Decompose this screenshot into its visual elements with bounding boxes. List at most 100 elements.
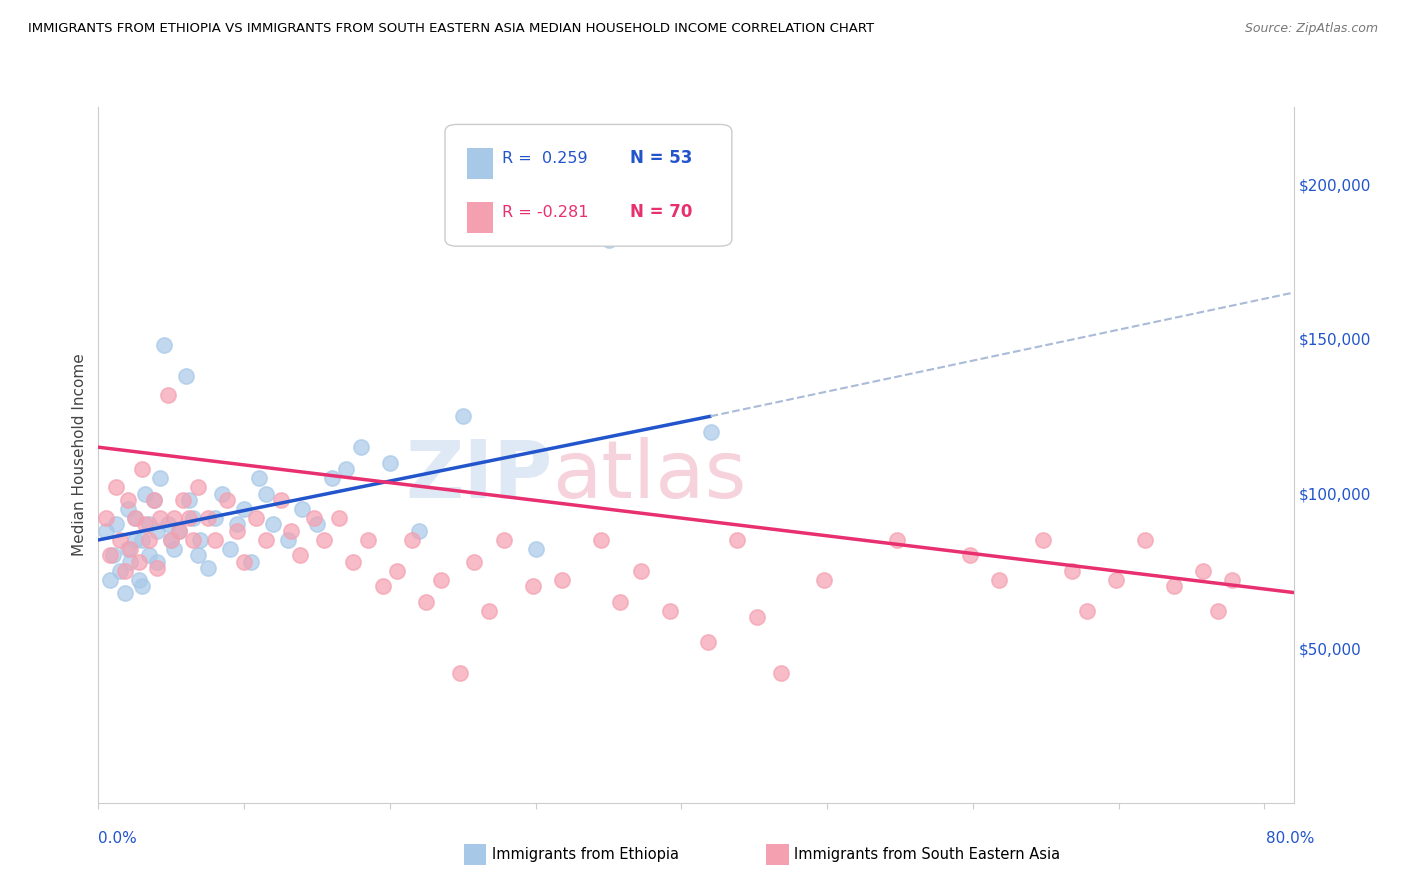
Point [153,338,176,352]
Point [134,517,156,532]
Point [117,492,139,507]
Point [1032,533,1054,547]
FancyBboxPatch shape [444,124,733,246]
Point [163,542,186,557]
Point [658,604,681,618]
Point [335,462,357,476]
Point [197,511,219,525]
Text: Source: ZipAtlas.com: Source: ZipAtlas.com [1244,22,1378,36]
Point [131,533,153,547]
Point [157,387,180,401]
Text: 0.0%: 0.0% [98,831,138,846]
Point [1133,533,1156,547]
Point [725,533,748,547]
Point [117,542,139,557]
Point [131,579,153,593]
Point [233,502,256,516]
Point [1163,579,1185,593]
Point [314,533,336,547]
Point [463,555,485,569]
Point [696,635,718,649]
Point [120,555,142,569]
Point [430,573,453,587]
Point [551,573,574,587]
Point [218,542,240,557]
Point [124,511,146,525]
Point [415,595,437,609]
Point [591,533,613,547]
Point [959,549,981,563]
Point [598,233,620,247]
Point [1105,573,1128,587]
Point [145,561,167,575]
Text: ZIP: ZIP [405,437,553,515]
Point [291,502,314,516]
Point [138,533,160,547]
Text: atlas: atlas [553,437,747,515]
Point [124,533,146,547]
Point [98,573,121,587]
Point [1076,604,1098,618]
Point [401,533,423,547]
Point [177,492,200,507]
Point [270,492,292,507]
Point [302,511,325,525]
Point [94,524,117,538]
Point [371,579,394,593]
Point [177,511,200,525]
Point [110,533,132,547]
Point [305,517,328,532]
Point [254,533,277,547]
Point [1060,564,1083,578]
Text: R = -0.281: R = -0.281 [502,204,589,219]
Point [204,533,226,547]
Point [98,549,121,563]
Point [190,533,212,547]
Point [254,486,277,500]
Text: Immigrants from South Eastern Asia: Immigrants from South Eastern Asia [794,847,1060,862]
Point [110,564,132,578]
Point [134,486,156,500]
Point [747,610,769,624]
Point [172,492,194,507]
Point [138,517,160,532]
Point [609,595,631,609]
Point [225,524,247,538]
Text: IMMIGRANTS FROM ETHIOPIA VS IMMIGRANTS FROM SOUTH EASTERN ASIA MEDIAN HOUSEHOLD : IMMIGRANTS FROM ETHIOPIA VS IMMIGRANTS F… [28,22,875,36]
Point [699,425,721,439]
Point [357,533,380,547]
Point [321,471,343,485]
Point [114,585,136,599]
Point [181,511,204,525]
Point [94,511,117,525]
Point [160,533,183,547]
Point [225,517,247,532]
Point [478,604,501,618]
Text: R =  0.259: R = 0.259 [502,151,588,166]
Point [149,511,172,525]
Point [167,524,190,538]
Point [160,533,183,547]
Point [142,492,165,507]
Point [167,524,190,538]
Point [385,564,408,578]
Text: N = 53: N = 53 [630,149,693,167]
Point [1206,604,1229,618]
Point [131,462,153,476]
Point [1192,564,1215,578]
Point [138,549,160,563]
Point [886,533,908,547]
Point [104,480,127,494]
Point [524,542,547,557]
Point [117,502,139,516]
Point [328,511,350,525]
Y-axis label: Median Household Income: Median Household Income [72,353,87,557]
Point [378,456,401,470]
Point [342,555,364,569]
Text: Immigrants from Ethiopia: Immigrants from Ethiopia [492,847,679,862]
Point [280,524,302,538]
Point [1220,573,1243,587]
Point [350,440,373,454]
Point [120,542,142,557]
Point [142,492,165,507]
